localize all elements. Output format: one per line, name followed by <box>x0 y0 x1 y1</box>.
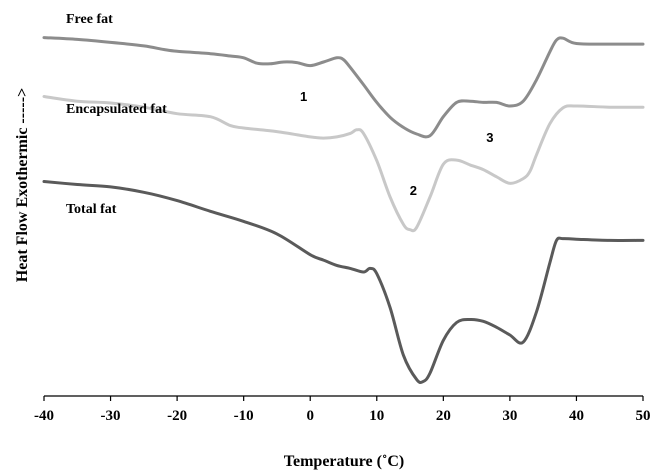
peak-annotations: 1 2 3 <box>300 89 494 198</box>
series-label: Encapsulated fat <box>66 102 167 117</box>
x-ticks: -40 -30 -20 -10 0 10 20 30 40 50 <box>34 396 651 424</box>
peak-label: 3 <box>486 130 493 145</box>
x-tick-label: 30 <box>502 408 517 424</box>
peak-label: 2 <box>410 183 417 198</box>
x-axis-title: Temperature (˚C) <box>284 453 404 470</box>
x-tick-label: 0 <box>306 408 314 424</box>
x-tick-label: -30 <box>101 408 121 424</box>
series-line-total-fat <box>42 180 645 385</box>
series-line-encapsulated-fat <box>42 95 645 233</box>
series-line-free-fat <box>42 36 645 139</box>
x-tick-label: 40 <box>569 408 584 424</box>
x-tick-label: 20 <box>436 408 451 424</box>
x-tick-label: -20 <box>167 408 187 424</box>
series-label: Total fat <box>66 202 117 217</box>
y-axis-title: Heat Flow Exothermic -----> <box>14 88 31 282</box>
x-tick-label: 10 <box>369 408 384 424</box>
x-tick-label: -40 <box>34 408 54 424</box>
series-curves <box>42 36 645 385</box>
x-tick-label: 50 <box>636 408 651 424</box>
series-labels: Free fat Encapsulated fat Total fat <box>66 12 167 217</box>
series-label: Free fat <box>66 12 113 27</box>
peak-label: 1 <box>300 89 307 104</box>
x-tick-label: -10 <box>234 408 254 424</box>
